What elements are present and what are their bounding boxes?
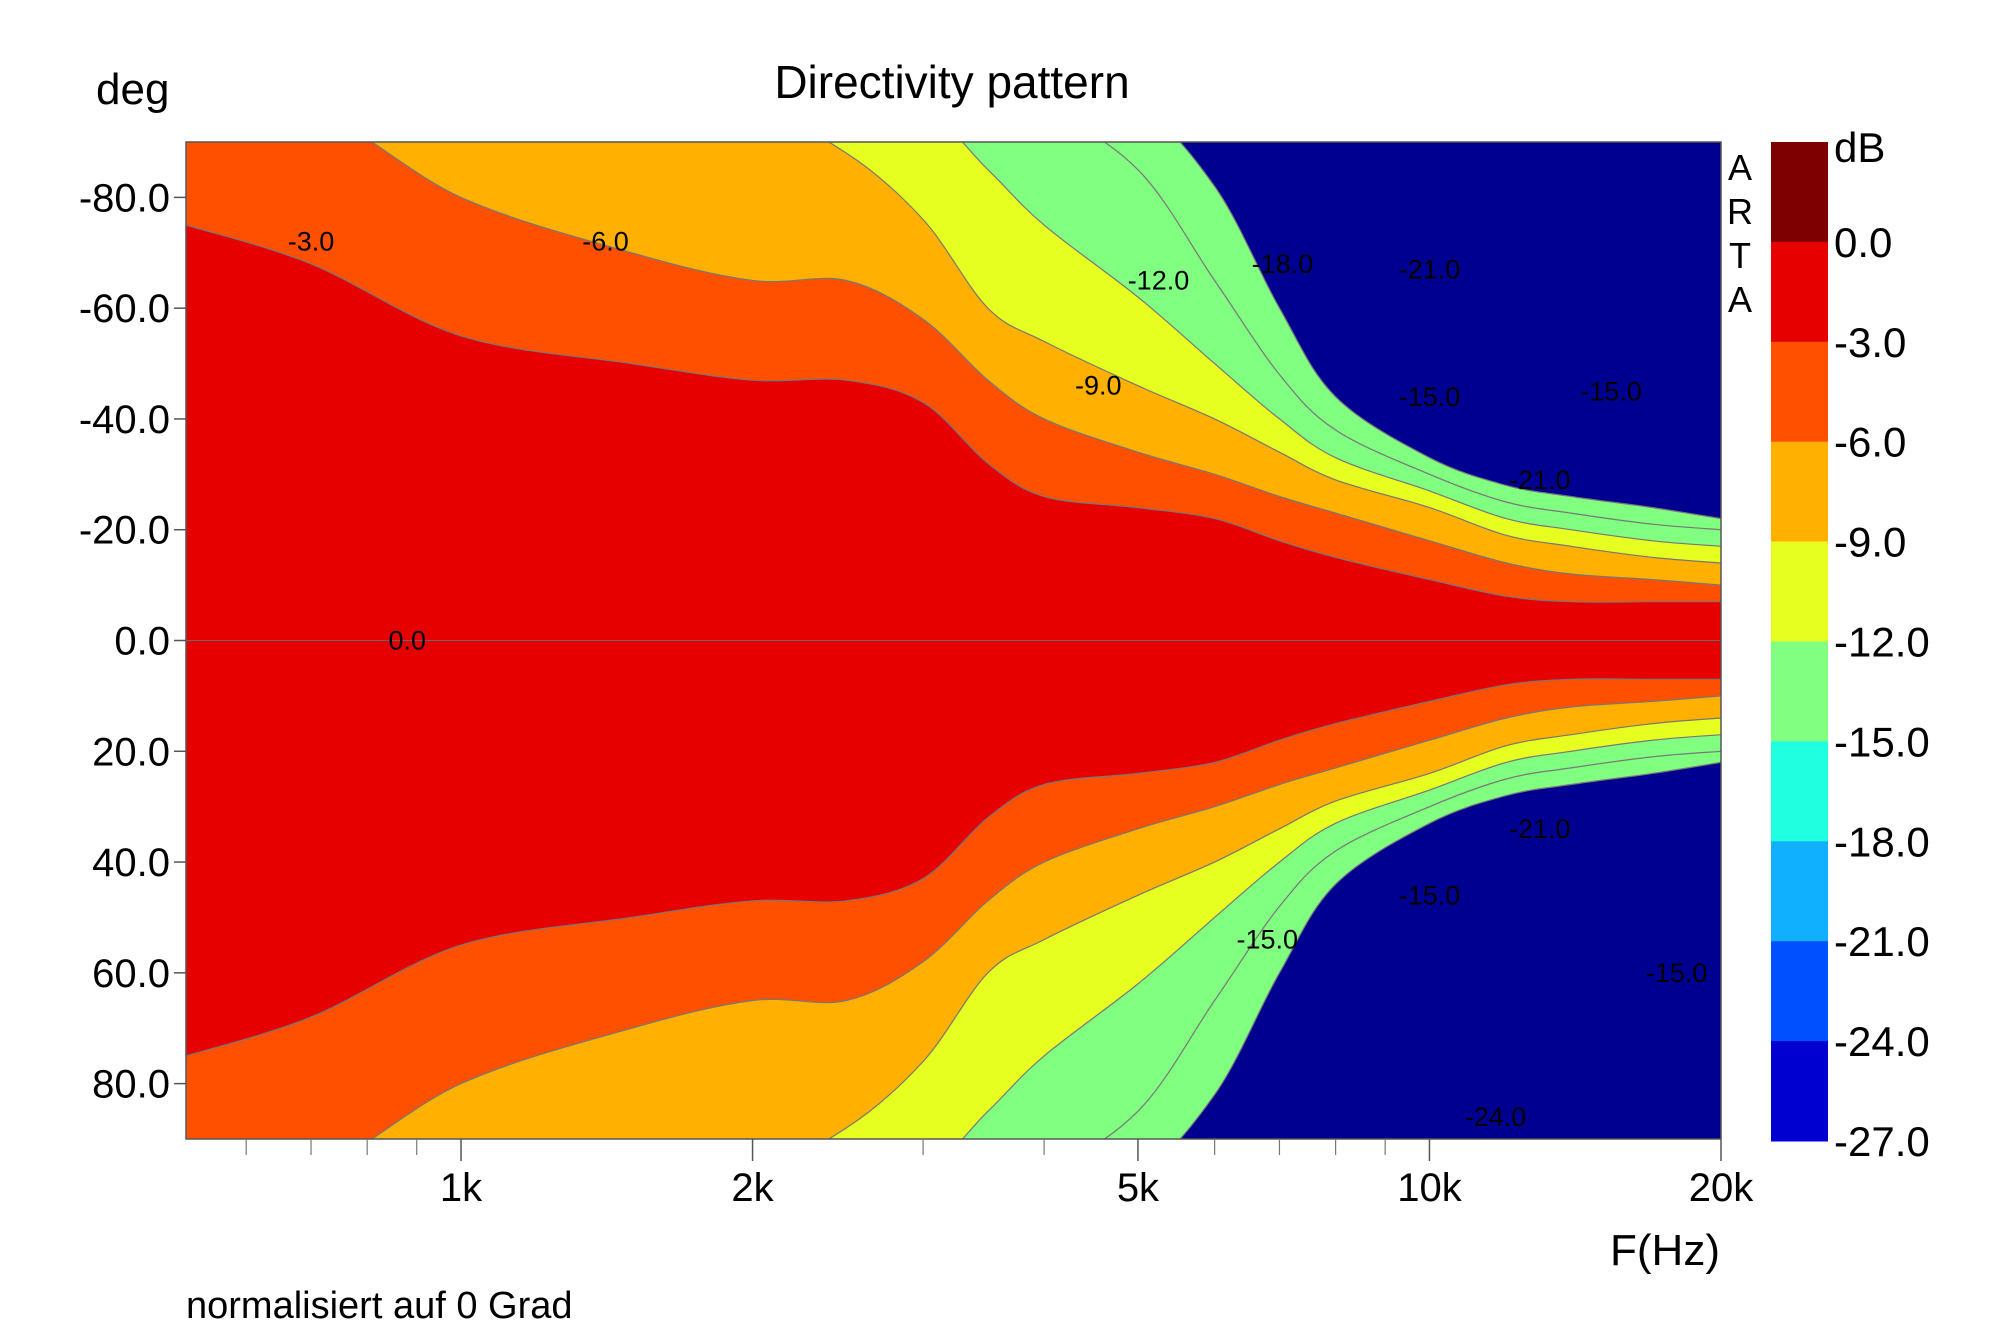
x-tick-label: 20k [1689, 1166, 1754, 1210]
colorbar-label: -27.0 [1834, 1118, 1930, 1165]
y-tick-label: 20.0 [92, 730, 170, 774]
contour-label: -15.0 [1399, 382, 1461, 412]
colorbar-label: -15.0 [1834, 718, 1930, 765]
contour-label: -6.0 [582, 227, 629, 257]
colorbar-unit: dB [1834, 124, 1885, 171]
colorbar-swatch [1771, 341, 1828, 443]
y-tick-label: -20.0 [79, 509, 170, 553]
plot-area [186, 142, 1721, 1139]
x-tick-label: 10k [1397, 1166, 1462, 1210]
colorbar-swatch [1771, 541, 1828, 642]
x-tick-label: 2k [731, 1166, 774, 1210]
contour-label: -12.0 [1128, 265, 1190, 295]
brand-letter: A [1728, 279, 1752, 320]
x-tick-label: 5k [1117, 1166, 1160, 1210]
y-tick-label: 0.0 [114, 620, 170, 664]
brand-letter: T [1729, 235, 1751, 276]
contour-label: -15.0 [1399, 880, 1461, 910]
y-tick-label: 80.0 [92, 1063, 170, 1107]
colorbar-label: 0.0 [1834, 219, 1892, 266]
x-tick-label: 1k [440, 1166, 483, 1210]
colorbar-label: -24.0 [1834, 1018, 1930, 1065]
colorbar-swatch [1771, 441, 1828, 543]
colorbar-label: -18.0 [1834, 818, 1930, 865]
colorbar-label: -6.0 [1834, 419, 1906, 466]
y-tick-label: 60.0 [92, 952, 170, 996]
y-tick-label: -40.0 [79, 398, 170, 442]
contour-label: -21.0 [1509, 465, 1571, 495]
contour-label: -3.0 [288, 227, 335, 257]
contour-label: -15.0 [1236, 925, 1298, 955]
brand-letter: A [1728, 147, 1752, 188]
colorbar-label: -21.0 [1834, 918, 1930, 965]
footer-note: normalisiert auf 0 Grad [186, 1285, 573, 1327]
contour-label: -24.0 [1465, 1102, 1527, 1132]
contour-label: -15.0 [1646, 958, 1708, 988]
colorbar-label: -12.0 [1834, 619, 1930, 666]
contour-labels: -3.0 -6.0 -12.0 -18.0 -21.0 -9.0 -15.0 -15.0 -21… [288, 227, 1708, 1132]
colorbar-label: -9.0 [1834, 519, 1906, 566]
colorbar-swatch [1771, 241, 1828, 343]
contour-label: -21.0 [1509, 814, 1571, 844]
colorbar-swatch [1771, 741, 1828, 842]
colorbar-swatch [1771, 941, 1828, 1042]
contour-label: -9.0 [1075, 371, 1122, 401]
colorbar-swatch [1771, 641, 1828, 742]
contour-label: -15.0 [1580, 376, 1642, 406]
y-tick-label: 40.0 [92, 841, 170, 885]
axes: -80.0 -60.0 -40.0 -20.0 0.0 20.0 40.0 60.0 80.0 1… [79, 176, 1754, 1210]
colorbar-label: -3.0 [1834, 319, 1906, 366]
contour-label: 0.0 [388, 626, 426, 656]
brand-letter: R [1727, 191, 1753, 232]
contour-label: -21.0 [1399, 254, 1461, 284]
chart-title: Directivity pattern [774, 56, 1129, 108]
colorbar-swatch [1771, 142, 1828, 243]
colorbar-swatch [1771, 1041, 1828, 1142]
y-tick-label: -80.0 [79, 176, 170, 220]
x-axis-label: F(Hz) [1610, 1226, 1720, 1275]
contour-label: -18.0 [1252, 249, 1314, 279]
colorbar: dB 0.0 -3.0 -6.0 -9.0 -12.0 -15.0 -18.0 -21.0 -24… [1771, 124, 1930, 1165]
y-tick-label: -60.0 [79, 287, 170, 331]
colorbar-swatch [1771, 841, 1828, 942]
y-axis-label: deg [96, 65, 169, 114]
